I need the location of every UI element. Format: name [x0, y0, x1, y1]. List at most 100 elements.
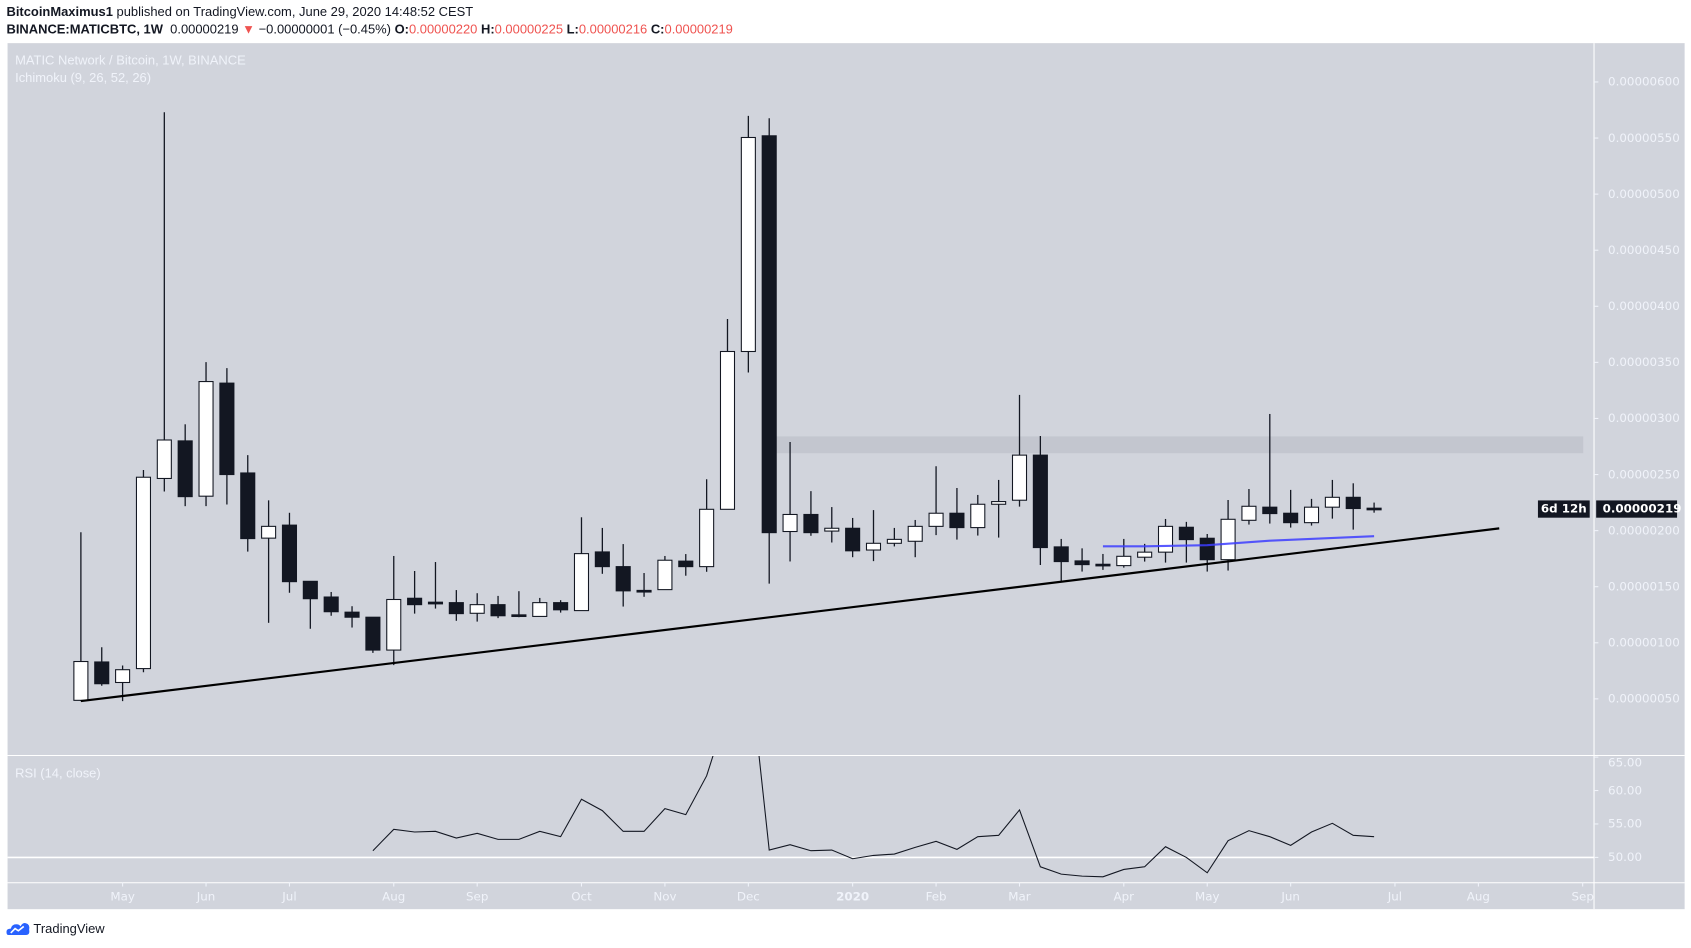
- candle-body-down: [1283, 512, 1299, 524]
- candle: [94, 647, 110, 686]
- candle-body-down: [803, 513, 819, 534]
- candle: [1303, 498, 1320, 526]
- open-label: O:: [394, 21, 409, 37]
- candle-body-down: [407, 597, 423, 606]
- high-value: 0.00000225: [494, 21, 564, 37]
- time-tick-label: May: [110, 889, 135, 904]
- time-tick-label: Sep: [1571, 889, 1594, 904]
- price-change: −0.00000001 (−0.45%): [258, 21, 391, 37]
- symbol-line: BINANCE:MATICBTC, 1W 0.00000219 ▼ −0.000…: [6, 22, 732, 37]
- triangle-down-icon: ▼: [242, 21, 255, 37]
- candle-body-down: [636, 589, 652, 593]
- bar-countdown-badge: 6d 12h: [1537, 500, 1590, 518]
- candle-body-up: [1220, 518, 1236, 561]
- candle: [845, 517, 861, 558]
- tradingview-logo[interactable]: TradingView: [6, 921, 105, 936]
- price-tick-label: 0.00000200: [1608, 523, 1680, 538]
- candle-body-up: [469, 604, 485, 614]
- candle: [1366, 502, 1382, 513]
- price-tick-label: 0.00000600: [1608, 74, 1680, 89]
- author-name[interactable]: BitcoinMaximus1: [6, 4, 113, 20]
- candle-body-down: [1178, 526, 1194, 541]
- candle-body-down: [365, 616, 381, 651]
- candle: [949, 487, 965, 540]
- time-tick-label: Oct: [571, 889, 592, 904]
- time-tick-label: Sep: [466, 889, 489, 904]
- candle: [991, 479, 1007, 538]
- rsi-tick-label: 60.00: [1608, 783, 1643, 798]
- candle: [1116, 538, 1132, 568]
- candle-body-up: [115, 669, 131, 684]
- time-tick-label: Apr: [1113, 889, 1135, 904]
- candle: [302, 580, 318, 629]
- candle-body-up: [1303, 506, 1320, 524]
- candle-body-down: [94, 661, 110, 685]
- candle: [1262, 413, 1278, 524]
- candle-body-up: [532, 602, 548, 617]
- candle: [198, 362, 214, 507]
- candle-body-down: [678, 560, 694, 568]
- candle-body-down: [845, 527, 861, 552]
- candle-body-down: [177, 440, 193, 498]
- rsi-legend: RSI (14, close): [15, 765, 101, 781]
- candle: [1199, 533, 1215, 572]
- candle: [886, 527, 902, 547]
- time-tick-label: Jul: [282, 889, 297, 904]
- candle-body-down: [1262, 506, 1278, 515]
- time-tick-label: Nov: [653, 889, 677, 904]
- rsi-pane: [7, 756, 1595, 878]
- price-pane: [73, 112, 1584, 703]
- rsi-tick-label: 50.00: [1608, 850, 1643, 865]
- candle: [594, 527, 610, 574]
- candle: [407, 571, 423, 614]
- candle-body-up: [1137, 551, 1153, 558]
- candle: [1241, 489, 1257, 525]
- candle: [907, 519, 923, 558]
- candle: [427, 562, 444, 609]
- candle-body-down: [594, 551, 610, 568]
- candle: [865, 510, 882, 562]
- candle-body-up: [261, 525, 277, 539]
- candle-body-down: [1074, 560, 1090, 566]
- candle-body-up: [1324, 496, 1340, 508]
- low-value: 0.00000216: [578, 21, 648, 37]
- high-label: H:: [480, 21, 495, 37]
- candle: [1011, 394, 1028, 507]
- chart-area[interactable]: [7, 43, 1685, 910]
- candle-body-up: [1011, 454, 1028, 501]
- candle: [573, 517, 590, 612]
- candle-body-up: [907, 525, 923, 542]
- candle: [386, 555, 402, 666]
- candle-body-down: [323, 596, 339, 613]
- time-tick-label: Dec: [736, 889, 760, 904]
- candle-body-up: [386, 598, 402, 651]
- candle: [1074, 548, 1090, 572]
- candle: [156, 112, 172, 492]
- current-price-badge: 0.00000219: [1596, 500, 1681, 518]
- candle-body-down: [281, 524, 298, 583]
- candle-body-up: [657, 559, 673, 591]
- candle: [928, 466, 944, 536]
- candle-body-down: [448, 602, 464, 615]
- candle: [678, 554, 694, 576]
- candle-body-down: [1366, 507, 1382, 511]
- candle: [615, 544, 631, 607]
- open-value: 0.00000220: [408, 21, 478, 37]
- candle: [782, 442, 798, 562]
- candle: [719, 318, 736, 510]
- candle-body-up: [1241, 505, 1257, 521]
- candle-body-up: [198, 381, 214, 497]
- candle: [344, 606, 360, 628]
- candle: [281, 512, 298, 593]
- time-tick-label: Mar: [1008, 889, 1031, 904]
- candle-body-up: [782, 513, 798, 533]
- indicator-legend: Ichimoku (9, 26, 52, 26): [15, 70, 152, 86]
- candle-body-up: [865, 542, 882, 551]
- rsi-tick-label: 65.00: [1608, 755, 1643, 770]
- candle-body-up: [886, 538, 902, 544]
- candle-body-down: [344, 611, 360, 618]
- candle: [532, 597, 548, 617]
- candle-body-up: [135, 476, 152, 670]
- price-tick-label: 0.00000450: [1608, 243, 1680, 258]
